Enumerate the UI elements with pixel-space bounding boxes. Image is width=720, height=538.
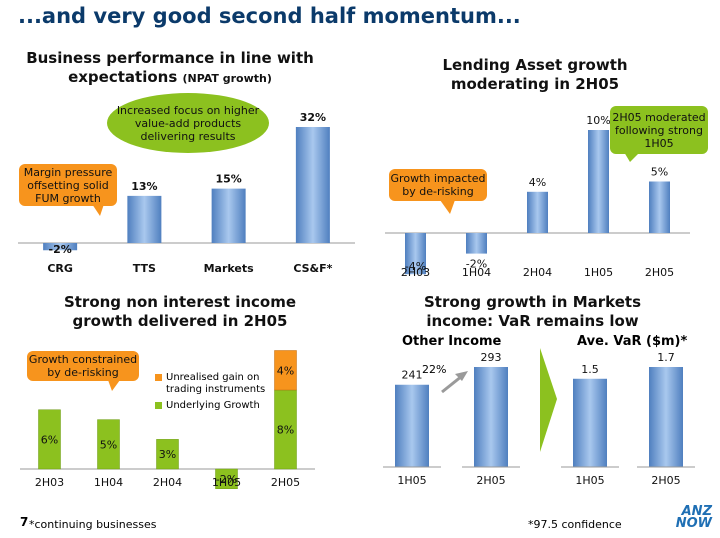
nii-legend: Unrealised gain on trading instruments U… [155, 372, 276, 412]
markets-chart-title: Strong growth in Markets income: VaR rem… [423, 293, 642, 330]
npat-bar-CS&F* [295, 127, 330, 243]
lending-chart-title: Lending Asset growth moderating in 2H05 [442, 56, 628, 93]
legend-swatch-green [155, 402, 162, 409]
nii-bar-unrealised-2H05 [274, 350, 297, 391]
nii-underlying-label: 3% [159, 448, 176, 461]
lending-bar-2H04 [527, 191, 548, 233]
growth-arrow-line [441, 374, 463, 394]
npat-bar-TTS [127, 195, 162, 243]
lending-category-label: 1H04 [462, 266, 491, 279]
npat-bar-Markets [211, 188, 246, 243]
legend-label-unrealised: Unrealised gain on trading instruments [166, 372, 266, 395]
lending-value-label: 10% [586, 114, 610, 127]
lending-bar-2H05 [649, 181, 670, 233]
footnote-confidence: *97.5 confidence [528, 518, 622, 531]
margin-callout-tail [92, 204, 104, 216]
lending-bar-1H05 [588, 130, 609, 233]
var-bar-2H05 [649, 367, 683, 467]
markets_income-category-label: 2H05 [476, 474, 505, 487]
value-add-callout: Increased focus on higher value-add prod… [107, 93, 269, 153]
nii-underlying-label: 6% [41, 433, 58, 446]
moderated-callout-tail [624, 152, 640, 162]
legend-label-underlying: Underlying Growth [166, 400, 260, 411]
nii-underlying-label: -2% [216, 473, 237, 486]
nii-bar-underlying-2H04 [156, 439, 179, 470]
npat-value-label: 13% [131, 180, 157, 193]
var-value-label: 1.7 [657, 351, 675, 364]
legend-swatch-orange [155, 374, 162, 381]
page-number: 7 [20, 515, 29, 529]
nii-chart-title: Strong non interest income growth delive… [63, 293, 297, 330]
npat-value-label: 15% [215, 173, 241, 186]
lending-category-label: 2H04 [523, 266, 552, 279]
nii-callout-tail [108, 380, 120, 391]
nii-bar-underlying-1H05 [215, 468, 238, 489]
margin-pressure-callout: Margin pressure offsetting solid FUM gro… [19, 164, 117, 206]
markets_income-value-label: 241 [402, 369, 423, 382]
npat-bar-CRG [43, 243, 78, 251]
growth-arrow-label: 22% [422, 363, 447, 376]
lending-bar-1H04 [466, 233, 487, 254]
npat-value-label: 32% [300, 111, 326, 124]
npat-subtitle: (NPAT growth) [182, 72, 272, 85]
nii-category-label: 2H05 [271, 476, 300, 489]
var-bar-1H05 [573, 378, 607, 467]
footnote-continuing: *continuing businesses [29, 518, 157, 531]
markets_income-category-label: 1H05 [397, 474, 426, 487]
nii-category-label: 1H05 [212, 476, 241, 489]
npat-chart-title: Business performance in line with expect… [20, 49, 320, 88]
lending-category-label: 2H03 [401, 266, 430, 279]
nii-bar-underlying-2H03 [38, 409, 61, 470]
growth-arrow-head [455, 371, 468, 381]
nii-underlying-label: 8% [277, 424, 294, 437]
nii-bar-underlying-1H04 [97, 419, 120, 470]
markets_income-bar-1H05 [395, 384, 429, 467]
npat-category-label: TTS [133, 262, 156, 275]
nii-category-label: 2H04 [153, 476, 182, 489]
npat-title-text: Business performance in line with expect… [26, 49, 314, 86]
var-category-label: 1H05 [575, 474, 604, 487]
de-risking-lending-callout: Growth impacted by de-risking [389, 169, 487, 201]
var-value-label: 1.5 [581, 363, 599, 376]
lending-value-label: -2% [466, 258, 487, 271]
other-income-subtitle: Other Income [402, 334, 502, 349]
lending-value-label: -4% [405, 260, 426, 273]
lending-bar-2H03 [405, 233, 426, 275]
nii-underlying-label: 5% [100, 438, 117, 451]
lending-value-label: 5% [651, 166, 668, 179]
var-subtitle: Ave. VaR ($m)* [577, 334, 688, 349]
var-category-label: 2H05 [651, 474, 680, 487]
chevron-arrow-icon [540, 348, 557, 452]
slide-title: ...and very good second half momentum... [18, 4, 521, 28]
lending-category-label: 1H05 [584, 266, 613, 279]
anz-logo: ANZ NOW [675, 504, 712, 531]
npat-category-label: CS&F* [293, 262, 332, 275]
markets_income-bar-2H05 [474, 367, 508, 467]
nii-category-label: 1H04 [94, 476, 123, 489]
npat-value-label: -2% [49, 243, 72, 256]
npat-category-label: CRG [47, 262, 73, 275]
lending-callout-tail [440, 200, 455, 214]
nii-unrealised-label: 4% [277, 364, 294, 377]
markets_income-value-label: 293 [481, 351, 502, 364]
de-risking-nii-callout: Growth constrained by de-risking [27, 351, 139, 381]
lending-category-label: 2H05 [645, 266, 674, 279]
legend-item-unrealised: Unrealised gain on trading instruments [155, 372, 276, 396]
nii-category-label: 2H03 [35, 476, 64, 489]
moderated-callout: 2H05 moderated following strong 1H05 [610, 106, 708, 154]
lending-value-label: 4% [529, 176, 546, 189]
npat-category-label: Markets [204, 262, 255, 275]
legend-item-underlying: Underlying Growth [155, 400, 276, 412]
